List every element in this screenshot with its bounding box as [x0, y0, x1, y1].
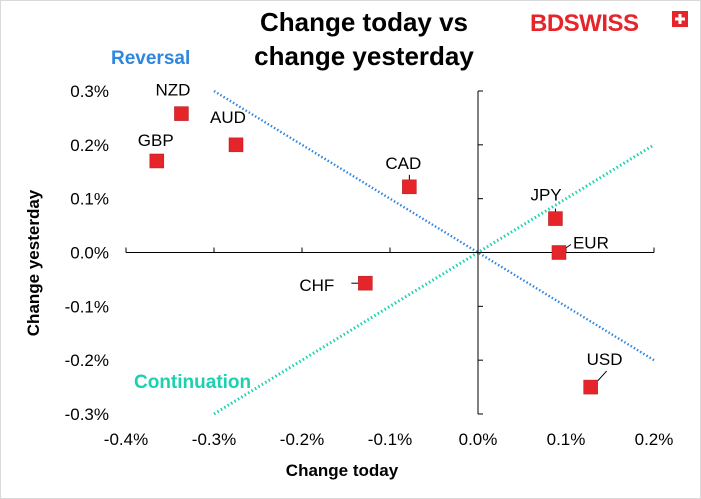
point-label-jpy: JPY	[530, 186, 561, 205]
point-eur	[551, 245, 567, 260]
point-label-aud: AUD	[210, 108, 246, 127]
point-aud	[228, 137, 244, 153]
point-gbp	[149, 153, 165, 169]
reversal-line	[213, 89, 655, 362]
point-chf	[358, 275, 373, 291]
continuation-annotation: Continuation	[134, 372, 251, 393]
y-tick-label: 0.0%	[70, 244, 109, 263]
x-tick-label: -0.2%	[280, 430, 324, 449]
tick-labels: -0.4% -0.3% -0.2% -0.1% 0.0% 0.1% 0.2% 0.3% 0.2%…	[65, 82, 674, 449]
x-axis-title: Change today	[286, 461, 399, 480]
point-label-eur: EUR	[573, 234, 609, 253]
reversal-annotation: Reversal	[111, 48, 190, 69]
y-tick-label: 0.2%	[70, 136, 109, 155]
y-tick-label: 0.1%	[70, 190, 109, 209]
point-nzd	[174, 106, 189, 121]
bdswiss-logo: BDSWISS	[530, 10, 688, 37]
chart-title-line-2: change yesterday	[254, 41, 474, 71]
point-cad	[402, 179, 417, 195]
x-tick-label: 0.1%	[547, 430, 586, 449]
x-tick-label: 0.0%	[459, 430, 498, 449]
guide-lines	[213, 89, 655, 416]
plus-cross-icon	[672, 11, 688, 27]
x-tick-label: 0.2%	[635, 430, 674, 449]
x-tick-label: -0.3%	[192, 430, 236, 449]
axes	[125, 90, 655, 415]
logo-text: BDSWISS	[530, 10, 639, 37]
point-label-gbp: GBP	[138, 131, 174, 150]
point-label-chf: CHF	[299, 276, 334, 295]
y-tick-label: -0.2%	[65, 351, 109, 370]
y-axis-title: Change yesterday	[24, 189, 43, 336]
point-label-nzd: NZD	[155, 81, 190, 100]
continuation-line	[213, 143, 655, 416]
point-label-cad: CAD	[385, 154, 421, 173]
point-usd	[583, 379, 598, 395]
point-label-usd: USD	[587, 350, 623, 369]
x-tick-label: -0.1%	[368, 430, 412, 449]
point-jpy	[548, 211, 563, 226]
chart-title-line-1: Change today vs	[260, 7, 468, 37]
y-tick-label: -0.1%	[65, 297, 109, 316]
data-points: NZD AUD GBP CAD JPY EUR CHF USD	[138, 81, 623, 395]
y-tick-label: 0.3%	[70, 82, 109, 101]
y-tick-label: -0.3%	[65, 405, 109, 424]
x-tick-label: -0.4%	[104, 430, 148, 449]
